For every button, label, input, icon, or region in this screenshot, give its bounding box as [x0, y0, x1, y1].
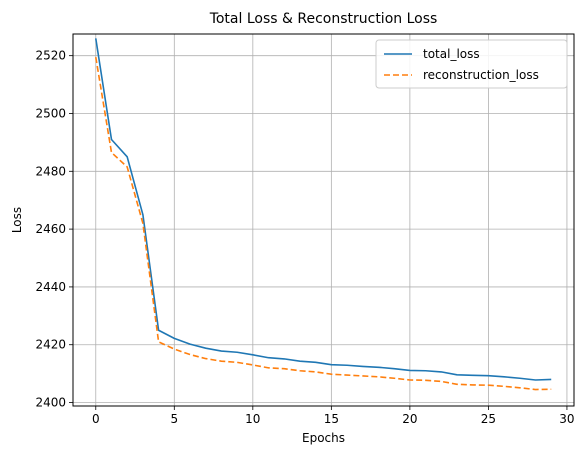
series-line-total-loss	[94, 38, 552, 381]
y-tick-label: 2420	[35, 338, 66, 352]
y-tick-label: 2440	[35, 280, 66, 294]
x-tick-label: 15	[324, 412, 339, 426]
plot-frame	[72, 33, 575, 407]
x-tick-label: 20	[402, 412, 417, 426]
y-tick-label: 2480	[35, 164, 66, 178]
y-axis-label: Loss	[10, 207, 24, 233]
x-tick-label: 30	[559, 412, 574, 426]
legend-box	[375, 39, 568, 89]
y-tick-label: 2520	[35, 49, 66, 63]
x-tick-label: 10	[245, 412, 260, 426]
legend: total_loss reconstruction_loss	[375, 39, 568, 89]
x-tick-label: 0	[92, 412, 100, 426]
y-tick-label: 2400	[35, 396, 66, 410]
y-tick-label: 2500	[35, 106, 66, 120]
ticks: 0 5 10 15 20 25 30 2400 2420 2440 2460 2480 2500 2520	[35, 49, 574, 426]
chart-title: Total Loss & Reconstruction Loss	[209, 11, 438, 27]
y-tick-label: 2460	[35, 222, 66, 236]
grid	[73, 34, 574, 406]
legend-label-total-loss: total_loss	[423, 47, 480, 61]
x-tick-label: 5	[170, 412, 178, 426]
legend-label-reconstruction-loss: reconstruction_loss	[423, 68, 539, 82]
series-layer	[94, 38, 552, 391]
x-axis-label: Epochs	[302, 431, 345, 445]
x-tick-label: 25	[481, 412, 496, 426]
series-line-reconstruction-loss	[94, 56, 552, 391]
